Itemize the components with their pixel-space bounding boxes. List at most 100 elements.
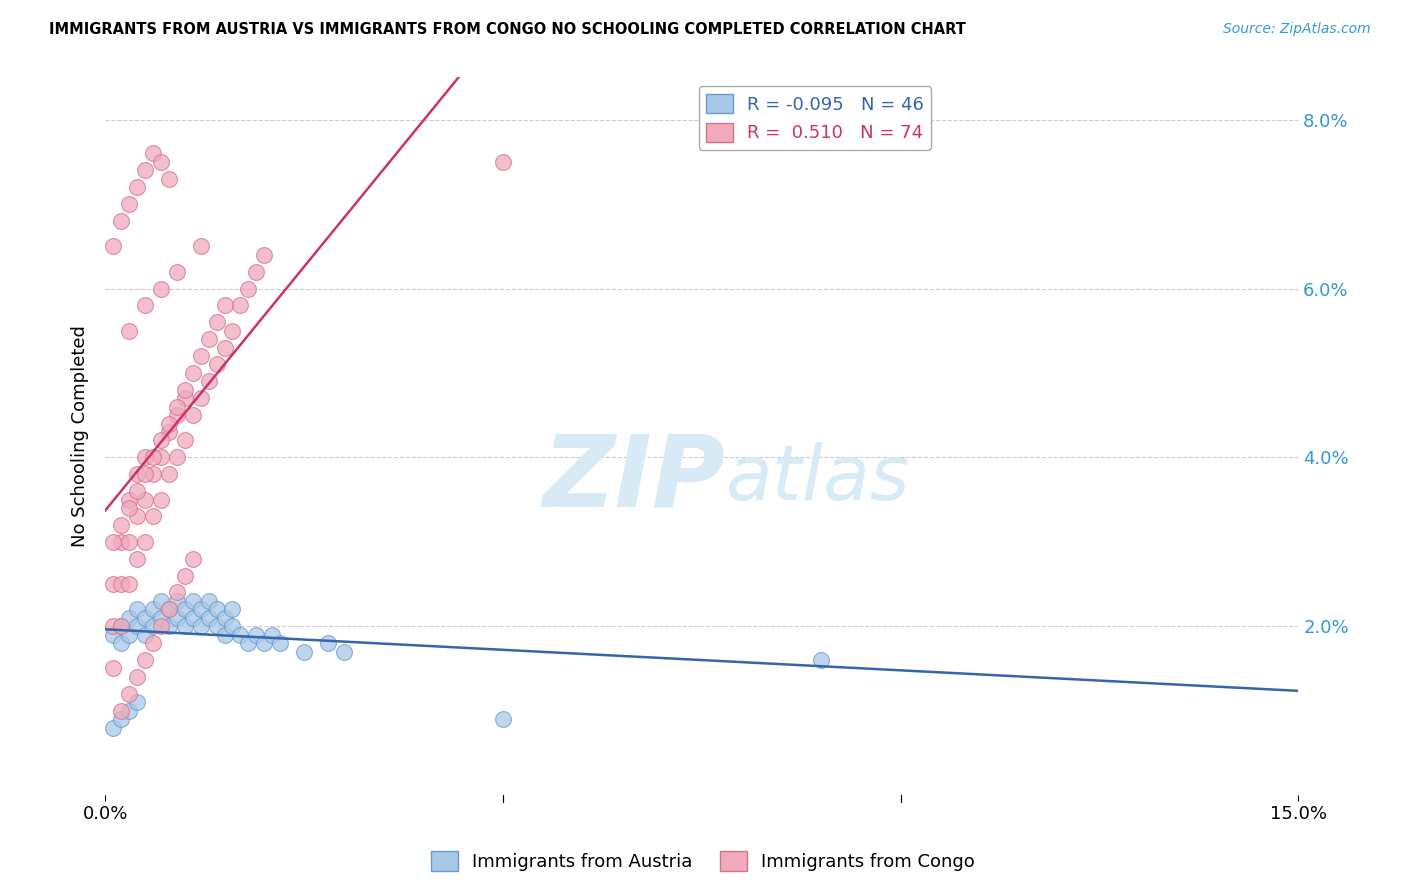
Point (110, 619, 132, 633)
Point (173, 434, 195, 448)
Point (157, 602, 180, 616)
Point (125, 551, 148, 566)
Point (149, 611, 172, 625)
Point (134, 534, 156, 549)
Point (134, 163, 156, 178)
Point (269, 636, 291, 650)
Point (173, 383, 195, 397)
Y-axis label: No Schooling Completed: No Schooling Completed (72, 326, 89, 547)
Point (245, 265, 267, 279)
Point (492, 154, 515, 169)
Point (333, 644, 356, 658)
Point (157, 602, 180, 616)
Point (181, 366, 204, 380)
Point (166, 585, 188, 599)
Point (205, 315, 228, 329)
Point (125, 619, 148, 633)
Point (149, 154, 172, 169)
Point (245, 627, 267, 641)
Point (134, 627, 156, 641)
Point (190, 349, 212, 363)
Point (173, 568, 195, 582)
Point (118, 611, 141, 625)
Point (134, 450, 156, 465)
Point (197, 611, 219, 625)
Point (110, 577, 132, 591)
Point (166, 594, 188, 608)
Point (110, 712, 132, 726)
Point (101, 721, 124, 735)
Point (292, 644, 315, 658)
Point (262, 627, 284, 641)
Point (149, 492, 172, 507)
Point (157, 417, 180, 431)
Point (190, 391, 212, 405)
Point (166, 450, 188, 465)
Point (118, 687, 141, 701)
Point (166, 400, 188, 414)
Point (118, 577, 141, 591)
Point (134, 467, 156, 482)
Point (142, 467, 165, 482)
Point (110, 214, 132, 228)
Point (125, 180, 148, 194)
Point (142, 450, 165, 465)
Point (134, 298, 156, 312)
Point (125, 695, 148, 709)
Point (149, 281, 172, 295)
Point (229, 627, 252, 641)
Point (110, 704, 132, 718)
Point (101, 619, 124, 633)
Point (125, 509, 148, 524)
Point (118, 534, 141, 549)
Point (181, 408, 204, 422)
Point (221, 324, 243, 338)
Point (316, 636, 339, 650)
Point (214, 298, 236, 312)
Point (190, 239, 212, 253)
Point (173, 602, 195, 616)
Point (118, 704, 141, 718)
Point (166, 408, 188, 422)
Point (214, 341, 236, 355)
Point (149, 619, 172, 633)
Point (221, 619, 243, 633)
Point (197, 375, 219, 389)
Point (101, 627, 124, 641)
Point (253, 636, 276, 650)
Point (173, 391, 195, 405)
Point (197, 332, 219, 346)
Point (810, 653, 832, 667)
Point (238, 636, 260, 650)
Point (149, 450, 172, 465)
Point (125, 670, 148, 684)
Point (134, 492, 156, 507)
Point (157, 171, 180, 186)
Point (125, 484, 148, 499)
Point (253, 248, 276, 262)
Point (492, 712, 515, 726)
Point (205, 358, 228, 372)
Point (205, 602, 228, 616)
Point (181, 551, 204, 566)
Point (118, 492, 141, 507)
Point (214, 611, 236, 625)
Point (142, 509, 165, 524)
Point (157, 619, 180, 633)
Point (134, 611, 156, 625)
Point (118, 197, 141, 211)
Point (190, 619, 212, 633)
Point (110, 517, 132, 532)
Point (181, 611, 204, 625)
Point (166, 611, 188, 625)
Point (134, 653, 156, 667)
Point (190, 602, 212, 616)
Point (173, 619, 195, 633)
Point (118, 501, 141, 516)
Point (110, 619, 132, 633)
Text: IMMIGRANTS FROM AUSTRIA VS IMMIGRANTS FROM CONGO NO SCHOOLING COMPLETED CORRELAT: IMMIGRANTS FROM AUSTRIA VS IMMIGRANTS FR… (49, 22, 966, 37)
Point (101, 534, 124, 549)
Point (166, 265, 188, 279)
Point (142, 636, 165, 650)
Text: Source: ZipAtlas.com: Source: ZipAtlas.com (1223, 22, 1371, 37)
